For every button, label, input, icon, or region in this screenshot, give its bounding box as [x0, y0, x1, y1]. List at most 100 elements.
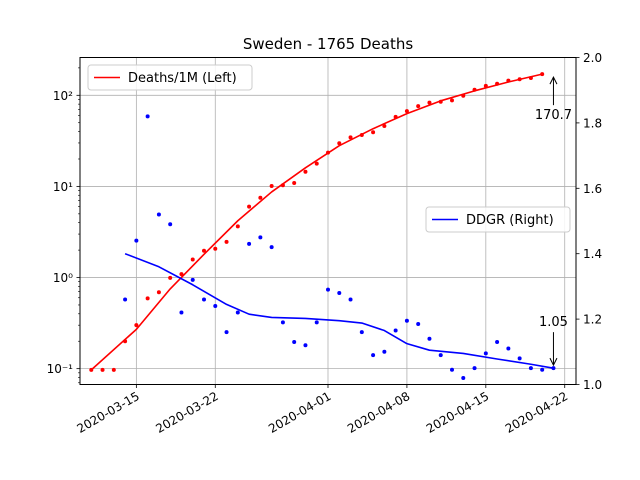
- deaths-point: [461, 93, 466, 98]
- ddgr-trend-line: [124, 252, 554, 369]
- ddgr-point: [416, 322, 421, 327]
- deaths-point: [382, 124, 387, 129]
- deaths-point: [168, 275, 173, 280]
- deaths-point: [179, 272, 184, 277]
- ddgr-point: [540, 367, 545, 372]
- deaths-point: [427, 100, 432, 105]
- ddgr-point: [134, 238, 139, 243]
- series-layer: [89, 72, 556, 380]
- deaths-point: [235, 224, 240, 229]
- ddgr-point: [179, 310, 184, 315]
- deaths-point: [540, 72, 545, 77]
- deaths-point: [145, 296, 150, 301]
- ddgr-point: [382, 349, 387, 354]
- ddgr-point: [495, 339, 500, 344]
- deaths-legend-box: [87, 64, 253, 91]
- axes: 2020-03-15 2020-03-22 2020-04-01 2020-04-08…: [47, 51, 603, 436]
- deaths-point: [483, 83, 488, 88]
- chart-title: Sweden - 1765 Deaths: [243, 35, 414, 53]
- ddgr-point: [292, 339, 297, 344]
- ddgr-point: [326, 287, 330, 292]
- ddgr-point: [123, 297, 128, 302]
- deaths-point: [416, 104, 421, 109]
- deaths-point: [314, 161, 319, 166]
- ddgr-point: [156, 212, 161, 217]
- deaths-point: [506, 78, 511, 83]
- deaths-point: [190, 257, 195, 262]
- deaths-point: [269, 184, 274, 189]
- y-right-tick-label: 2.0: [583, 51, 602, 65]
- ddgr-point: [472, 366, 477, 371]
- y-right-tick-label: 1.4: [583, 247, 602, 261]
- ddgr-point: [528, 366, 533, 371]
- deaths-point: [495, 81, 500, 86]
- ddgr-point: [438, 353, 443, 358]
- ddgr-point: [247, 241, 252, 246]
- deaths-point: [111, 367, 116, 372]
- x-tick-label: 2020-03-15: [74, 389, 141, 436]
- deaths-point: [438, 99, 443, 104]
- ddgr-point: [337, 290, 342, 295]
- x-tick-label: 2020-04-08: [345, 389, 412, 436]
- ddgr-point: [235, 310, 240, 315]
- ddgr-legend-label: DDGR (Right): [466, 213, 554, 228]
- deaths-point: [359, 132, 364, 137]
- deaths-point: [156, 290, 161, 295]
- y-left-tick-label: 10²: [53, 89, 73, 103]
- deaths-trend-line: [90, 73, 543, 371]
- deaths-point: [303, 169, 308, 174]
- deaths-point: [213, 246, 218, 251]
- deaths-point: [337, 141, 342, 146]
- legends: Deaths/1M (Left) DDGR (Right): [87, 64, 571, 233]
- ddgr-point: [393, 328, 398, 333]
- y-right-tick-label: 1.2: [583, 313, 602, 327]
- deaths-point: [123, 339, 128, 344]
- deaths-annotation-arrow-head: [549, 76, 558, 85]
- y-left-tick-label: 10⁻¹: [47, 362, 74, 376]
- deaths-point: [280, 183, 285, 188]
- ddgr-point: [551, 366, 556, 371]
- ddgr-point: [483, 351, 488, 356]
- ddgr-point: [213, 304, 218, 309]
- deaths-point: [224, 239, 229, 244]
- deaths-point: [371, 130, 376, 135]
- ddgr-point: [404, 318, 409, 323]
- deaths-point: [450, 98, 454, 103]
- ddgr-point: [314, 320, 319, 325]
- deaths-point: [292, 181, 297, 186]
- ddgr-point: [202, 297, 206, 302]
- ddgr-point: [506, 346, 511, 351]
- x-tick-label: 2020-03-22: [153, 389, 220, 436]
- ddgr-point: [145, 114, 150, 119]
- ddgr-point: [517, 356, 522, 361]
- deaths-point: [202, 248, 206, 253]
- deaths-point: [89, 367, 94, 372]
- deaths-point: [472, 87, 477, 92]
- x-tick-label: 2020-04-22: [503, 389, 570, 436]
- ddgr-point: [258, 235, 263, 240]
- ddgr-point: [461, 375, 466, 380]
- ddgr-point: [190, 277, 195, 282]
- y-left-tick-label: 10⁰: [53, 271, 73, 285]
- ddgr-annotation-label: 1.05: [539, 315, 568, 330]
- ddgr-point: [224, 330, 229, 335]
- deaths-legend-label: Deaths/1M (Left): [128, 71, 237, 86]
- ddgr-point: [348, 297, 353, 302]
- ddgr-point: [427, 336, 432, 341]
- deaths-point: [258, 195, 263, 200]
- ddgr-point: [168, 222, 173, 227]
- deaths-point: [528, 75, 533, 80]
- deaths-point: [100, 367, 105, 372]
- y-right-tick-label: 1.0: [583, 378, 602, 392]
- deaths-point: [517, 77, 522, 82]
- deaths-annotation-label: 170.7: [535, 108, 572, 123]
- deaths-point: [404, 109, 409, 114]
- x-tick-label: 2020-04-01: [266, 389, 333, 436]
- ddgr-annotation-arrow-head: [549, 357, 558, 367]
- y-right-tick-label: 1.6: [583, 182, 602, 196]
- ddgr-point: [359, 330, 364, 335]
- ddgr-point: [280, 320, 285, 325]
- deaths-point: [134, 323, 139, 328]
- y-left-tick-label: 10¹: [53, 180, 73, 194]
